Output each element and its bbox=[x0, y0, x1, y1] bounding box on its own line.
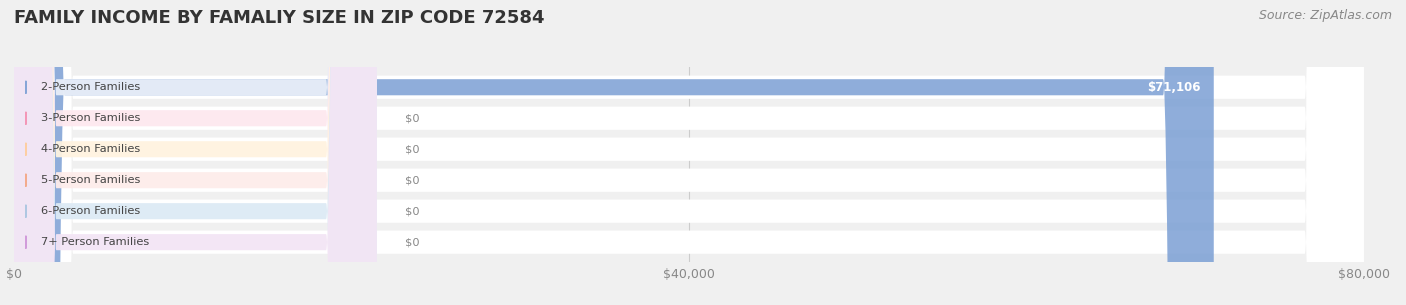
Text: $0: $0 bbox=[405, 237, 420, 247]
FancyBboxPatch shape bbox=[14, 0, 1213, 305]
FancyBboxPatch shape bbox=[6, 0, 377, 305]
Text: $0: $0 bbox=[405, 144, 420, 154]
FancyBboxPatch shape bbox=[6, 0, 377, 305]
FancyBboxPatch shape bbox=[6, 0, 377, 305]
FancyBboxPatch shape bbox=[14, 0, 1364, 305]
Text: 7+ Person Families: 7+ Person Families bbox=[41, 237, 149, 247]
FancyBboxPatch shape bbox=[14, 0, 1364, 305]
Text: 4-Person Families: 4-Person Families bbox=[41, 144, 141, 154]
FancyBboxPatch shape bbox=[6, 0, 377, 305]
Text: $0: $0 bbox=[405, 175, 420, 185]
FancyBboxPatch shape bbox=[6, 0, 377, 305]
FancyBboxPatch shape bbox=[14, 0, 1364, 305]
Text: 5-Person Families: 5-Person Families bbox=[41, 175, 141, 185]
Text: Source: ZipAtlas.com: Source: ZipAtlas.com bbox=[1258, 9, 1392, 22]
FancyBboxPatch shape bbox=[14, 0, 1364, 305]
FancyBboxPatch shape bbox=[14, 0, 1364, 305]
Text: $0: $0 bbox=[405, 206, 420, 216]
Text: $0: $0 bbox=[405, 113, 420, 123]
Text: 3-Person Families: 3-Person Families bbox=[41, 113, 141, 123]
FancyBboxPatch shape bbox=[14, 0, 1364, 305]
Text: $71,106: $71,106 bbox=[1147, 81, 1201, 94]
Text: FAMILY INCOME BY FAMALIY SIZE IN ZIP CODE 72584: FAMILY INCOME BY FAMALIY SIZE IN ZIP COD… bbox=[14, 9, 544, 27]
FancyBboxPatch shape bbox=[6, 0, 377, 305]
Text: 2-Person Families: 2-Person Families bbox=[41, 82, 141, 92]
Text: 6-Person Families: 6-Person Families bbox=[41, 206, 141, 216]
